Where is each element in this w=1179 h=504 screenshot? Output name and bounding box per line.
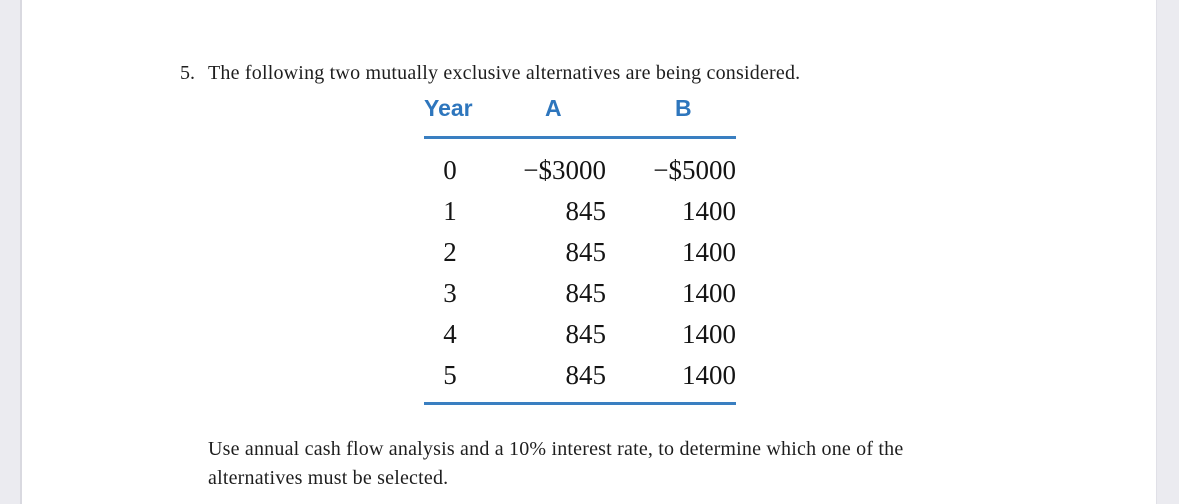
document-page: 5. The following two mutually exclusive … (20, 0, 1157, 504)
problem-statement: The following two mutually exclusive alt… (208, 62, 801, 84)
year-cell: 4 (443, 319, 457, 349)
question-paragraph: Use annual cash flow analysis and a 10% … (208, 435, 903, 492)
table-body: 0 −$3000 −$5000 1 845 1400 2 845 1400 3 … (424, 150, 736, 396)
table-row: 4 845 1400 (424, 314, 736, 355)
table-row: 0 −$3000 −$5000 (424, 150, 736, 191)
alternative-a-cell: 845 (565, 360, 607, 390)
table-header-alternative-b: B (675, 95, 692, 121)
table-row: 5 845 1400 (424, 355, 736, 396)
problem-number: 5. (180, 62, 195, 84)
alternative-b-cell: 1400 (682, 360, 736, 390)
alternative-b-cell: 1400 (682, 278, 736, 308)
alternative-b-cell: 1400 (682, 319, 736, 349)
question-line-2: alternatives must be selected. (208, 466, 449, 489)
year-cell: 0 (443, 155, 457, 185)
table-row: 1 845 1400 (424, 191, 736, 232)
alternative-a-cell: −$3000 (523, 155, 606, 185)
alternative-a-cell: 845 (565, 278, 607, 308)
table-bottom-rule (424, 402, 736, 405)
alternative-a-cell: 845 (565, 196, 607, 226)
year-cell: 3 (443, 278, 457, 308)
year-cell: 1 (443, 196, 457, 226)
table-row: 3 845 1400 (424, 273, 736, 314)
alternative-b-cell: −$5000 (653, 155, 736, 185)
table-row: 2 845 1400 (424, 232, 736, 273)
year-cell: 2 (443, 237, 457, 267)
alternative-b-cell: 1400 (682, 196, 736, 226)
table-header-year: Year (424, 95, 473, 121)
table-top-rule (424, 136, 736, 139)
question-line-1: Use annual cash flow analysis and a 10% … (208, 438, 904, 460)
alternative-b-cell: 1400 (682, 237, 736, 267)
year-cell: 5 (443, 360, 457, 390)
table-header-alternative-a: A (545, 95, 562, 121)
alternative-a-cell: 845 (565, 319, 607, 349)
alternative-a-cell: 845 (565, 237, 607, 267)
